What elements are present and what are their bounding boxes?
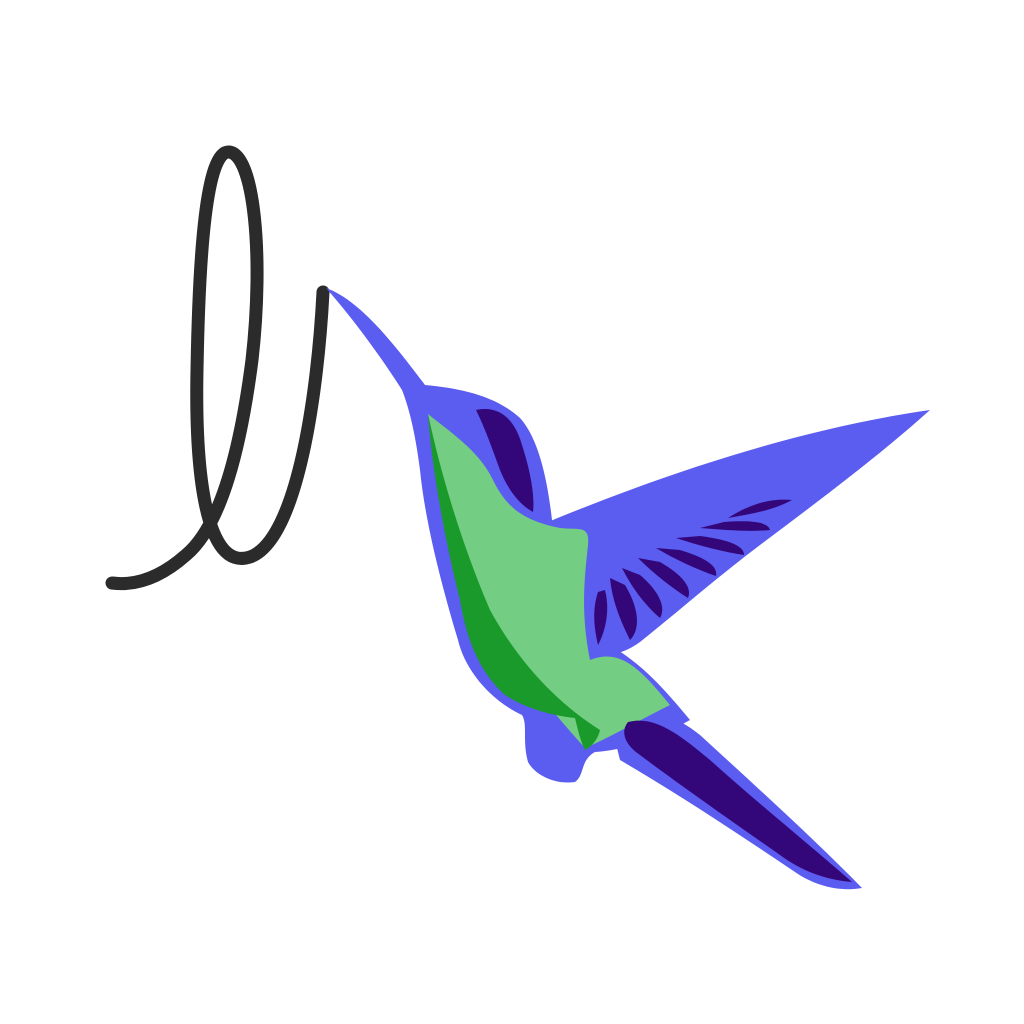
wing-feather-1 <box>594 590 608 645</box>
body-light-green <box>428 414 670 748</box>
back-feather <box>476 409 534 512</box>
wing-feather-2 <box>610 578 637 640</box>
wing-feather-7 <box>700 521 770 531</box>
nectar-trail-loop <box>105 145 330 591</box>
tail-feather <box>624 720 852 882</box>
wing-feather-6 <box>676 536 744 555</box>
wing-feather-4 <box>638 558 689 598</box>
wing-feather-3 <box>622 568 663 618</box>
body-dark-green <box>428 414 600 750</box>
wing-feather-5 <box>656 548 717 576</box>
wing-feather-8 <box>728 499 792 518</box>
